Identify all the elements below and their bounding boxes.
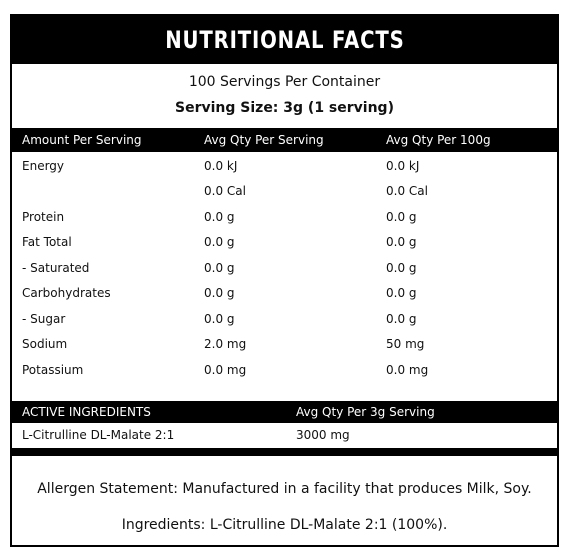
per-100g-value: 0.0 kJ	[386, 159, 420, 173]
panel-title: NUTRITIONAL FACTS	[164, 26, 405, 54]
nutrient-label: - Sugar	[22, 312, 66, 326]
per-100g-value: 0.0 g	[386, 286, 417, 300]
per-100g-value: 0.0 g	[386, 210, 417, 224]
nutrition-panel: NUTRITIONAL FACTS 100 Servings Per Conta…	[10, 14, 559, 547]
per-serving-value: 0.0 kJ	[204, 159, 238, 173]
nutrient-label: Energy	[22, 159, 65, 173]
ingredients-statement: Ingredients: L-Citrulline DL-Malate 2:1 …	[121, 517, 448, 533]
header-avg-qty-per-serving: Avg Qty Per Serving	[204, 133, 324, 147]
serving-size: Serving Size: 3g (1 serving)	[175, 100, 394, 116]
active-ingredient-name: L-Citrulline DL-Malate 2:1	[22, 428, 175, 442]
per-100g-value: 0.0 Cal	[386, 184, 428, 198]
active-ingredients-header: ACTIVE INGREDIENTS Avg Qty Per 3g Servin…	[12, 401, 557, 423]
nutrient-label: Fat Total	[22, 235, 72, 249]
nutrient-label: Potassium	[22, 363, 84, 377]
table-row: Protein 0.0 g 0.0 g	[12, 207, 557, 227]
per-100g-value: 0.0 g	[386, 261, 417, 275]
header-amount-per-serving: Amount Per Serving	[22, 133, 142, 147]
nutrient-label: Carbohydrates	[22, 286, 111, 300]
per-100g-value: 0.0 mg	[386, 363, 429, 377]
table-row: 0.0 Cal 0.0 Cal	[12, 181, 557, 201]
nutrient-label: - Saturated	[22, 261, 90, 275]
servings-per-container: 100 Servings Per Container	[188, 74, 381, 90]
table-row: - Sugar 0.0 g 0.0 g	[12, 309, 557, 329]
header-active-ingredients: ACTIVE INGREDIENTS	[22, 405, 151, 419]
nutrient-label: Protein	[22, 210, 65, 224]
nutrient-label: Sodium	[22, 337, 68, 351]
per-serving-value: 0.0 g	[204, 261, 235, 275]
header-avg-qty-per-3g-serving: Avg Qty Per 3g Serving	[296, 405, 435, 419]
title-bar: NUTRITIONAL FACTS	[12, 16, 557, 64]
table-row: - Saturated 0.0 g 0.0 g	[12, 258, 557, 278]
header-avg-qty-per-100g: Avg Qty Per 100g	[386, 133, 491, 147]
per-serving-value: 0.0 g	[204, 235, 235, 249]
per-serving-value: 2.0 mg	[204, 337, 247, 351]
per-serving-value: 0.0 g	[204, 286, 235, 300]
section-divider	[12, 448, 557, 456]
per-100g-value: 50 mg	[386, 337, 425, 351]
table-row: Fat Total 0.0 g 0.0 g	[12, 232, 557, 252]
per-100g-value: 0.0 g	[386, 312, 417, 326]
active-ingredient-qty: 3000 mg	[296, 428, 350, 442]
table-row: Energy 0.0 kJ 0.0 kJ	[12, 156, 557, 176]
allergen-statement: Allergen Statement: Manufactured in a fa…	[37, 481, 532, 497]
per-serving-value: 0.0 mg	[204, 363, 247, 377]
table-row: Potassium 0.0 mg 0.0 mg	[12, 360, 557, 380]
per-serving-value: 0.0 g	[204, 312, 235, 326]
per-serving-value: 0.0 Cal	[204, 184, 246, 198]
active-ingredient-row: L-Citrulline DL-Malate 2:1 3000 mg	[12, 425, 557, 445]
table-row: Sodium 2.0 mg 50 mg	[12, 334, 557, 354]
per-serving-value: 0.0 g	[204, 210, 235, 224]
table-header: Amount Per Serving Avg Qty Per Serving A…	[12, 128, 557, 152]
per-100g-value: 0.0 g	[386, 235, 417, 249]
table-row: Carbohydrates 0.0 g 0.0 g	[12, 283, 557, 303]
